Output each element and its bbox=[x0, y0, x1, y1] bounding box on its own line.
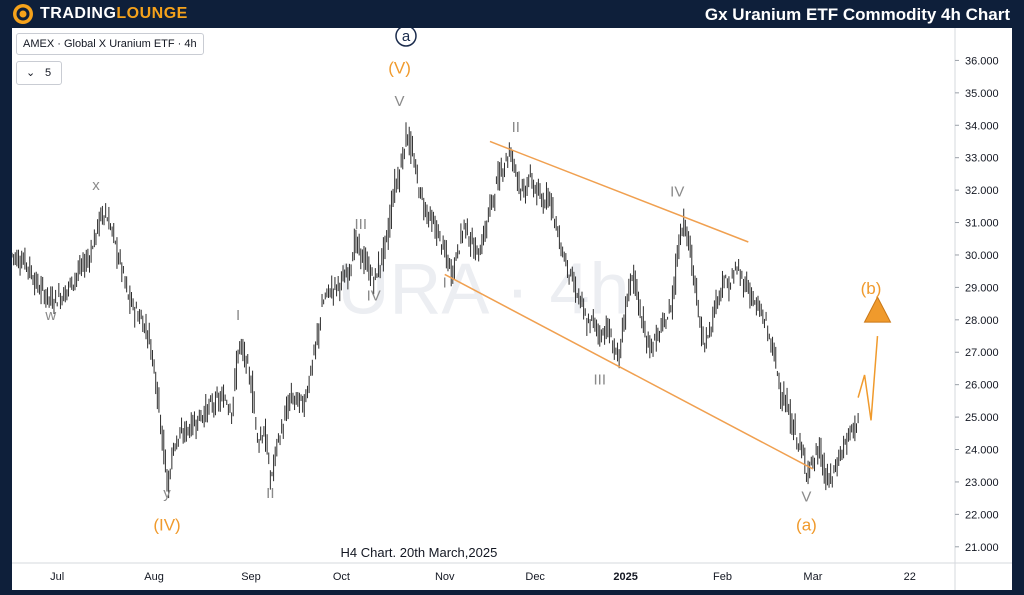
wave-label: V bbox=[395, 93, 405, 110]
chart-heading: Gx Uranium ETF Commodity 4h Chart bbox=[704, 5, 1010, 24]
x-tick-label: Aug bbox=[144, 571, 164, 583]
y-tick-label: 24.000 bbox=[965, 445, 999, 457]
wave-label: a bbox=[402, 28, 411, 45]
interval-value: 5 bbox=[45, 67, 52, 79]
y-tick-label: 29.000 bbox=[965, 282, 999, 294]
wave-label: (V) bbox=[388, 58, 411, 77]
wave-label: (IV) bbox=[153, 516, 180, 535]
x-tick-label: 22 bbox=[904, 571, 916, 583]
x-tick-label: Sep bbox=[241, 571, 261, 583]
tradinglounge-logo: TRADINGLOUNGE bbox=[12, 3, 188, 25]
y-tick-label: 21.000 bbox=[965, 542, 999, 554]
interval-selector[interactable]: ⌄ 5 bbox=[16, 61, 62, 85]
y-tick-label: 34.000 bbox=[965, 120, 999, 132]
wave-label: x bbox=[92, 177, 100, 194]
logo-text: TRADINGLOUNGE bbox=[40, 5, 188, 23]
wave-label: (b) bbox=[861, 279, 882, 298]
wave-label: V bbox=[801, 488, 811, 505]
upper-channel-line bbox=[489, 140, 749, 243]
y-tick-label: 27.000 bbox=[965, 347, 999, 359]
y-tick-label: 26.000 bbox=[965, 380, 999, 392]
y-tick-label: 35.000 bbox=[965, 88, 999, 100]
x-tick-label: 2025 bbox=[613, 571, 637, 583]
y-tick-label: 28.000 bbox=[965, 315, 999, 327]
x-tick-label: Jul bbox=[50, 571, 64, 583]
logo-icon bbox=[13, 4, 33, 24]
wave-label: w bbox=[44, 307, 56, 324]
x-tick-label: Mar bbox=[803, 571, 822, 583]
projection-arrow-icon bbox=[863, 296, 892, 323]
watermark-text: URA · 4h bbox=[337, 249, 629, 329]
wave-label: y bbox=[163, 485, 171, 502]
x-tick-label: Oct bbox=[333, 571, 350, 583]
x-tick-label: Feb bbox=[713, 571, 732, 583]
wave-label: III bbox=[594, 372, 607, 389]
header-bar: TRADINGLOUNGE Gx Uranium ETF Commodity 4… bbox=[0, 0, 1024, 28]
chart-canvas[interactable]: URA · 4h 21.000 22.000 23.000 24.000 25.000 26… bbox=[12, 28, 1012, 590]
lower-channel-line bbox=[444, 273, 814, 470]
y-tick-label: 31.000 bbox=[965, 218, 999, 230]
chart-caption: H4 Chart. 20th March,2025 bbox=[341, 545, 498, 560]
wave-label: (a) bbox=[796, 516, 817, 535]
projection-path bbox=[857, 335, 879, 421]
y-tick-label: 36.000 bbox=[965, 55, 999, 67]
logo-text-part2: LOUNGE bbox=[116, 5, 188, 22]
symbol-label[interactable]: AMEX · Global X Uranium ETF · 4h bbox=[16, 33, 204, 55]
wave-label: IV bbox=[670, 184, 684, 201]
y-tick-label: 32.000 bbox=[965, 185, 999, 197]
logo-text-part1: TRADING bbox=[40, 5, 117, 22]
x-tick-label: Dec bbox=[525, 571, 545, 583]
y-tick-label: 30.000 bbox=[965, 250, 999, 262]
y-tick-label: 22.000 bbox=[965, 509, 999, 521]
wave-label: I bbox=[236, 307, 240, 324]
wave-label: IV bbox=[367, 287, 381, 304]
wave-label: I bbox=[443, 274, 447, 291]
wave-label: III bbox=[355, 216, 368, 233]
y-tick-label: 23.000 bbox=[965, 477, 999, 489]
x-tick-label: Nov bbox=[435, 571, 455, 583]
chart-panel[interactable]: URA · 4h 21.000 22.000 23.000 24.000 25.000 26… bbox=[12, 28, 1012, 590]
wave-label: II bbox=[512, 119, 520, 136]
wave-label: II bbox=[266, 485, 274, 502]
wave-circle-icon bbox=[395, 28, 417, 47]
y-tick-label: 25.000 bbox=[965, 412, 999, 424]
chevron-down-icon: ⌄ bbox=[26, 67, 36, 79]
y-tick-label: 33.000 bbox=[965, 153, 999, 165]
